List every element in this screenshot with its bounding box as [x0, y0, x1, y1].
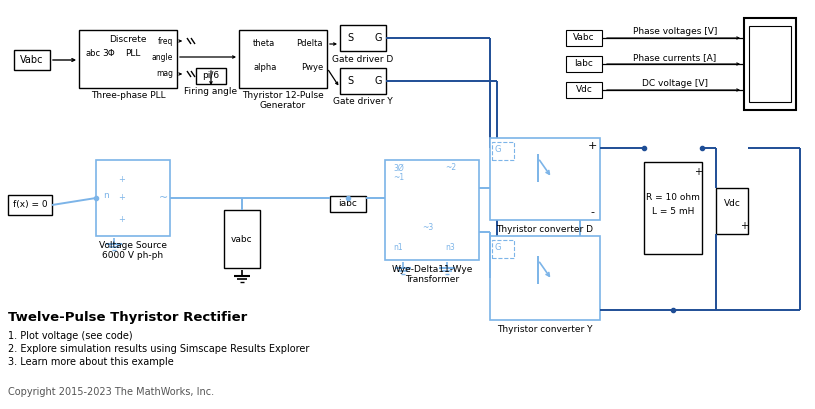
Bar — [566, 82, 602, 98]
Bar — [340, 25, 386, 51]
Text: f(x) = 0: f(x) = 0 — [13, 200, 47, 209]
Text: Wye-Delta11-Wye: Wye-Delta11-Wye — [391, 265, 473, 274]
Bar — [749, 26, 791, 102]
Text: abc: abc — [85, 49, 100, 58]
Bar — [644, 162, 702, 254]
Text: 3. Learn more about this example: 3. Learn more about this example — [8, 357, 174, 367]
Text: mag: mag — [156, 70, 173, 79]
Text: theta: theta — [253, 40, 275, 49]
Text: Thyristor 12-Pulse: Thyristor 12-Pulse — [242, 92, 324, 101]
Text: R = 10 ohm: R = 10 ohm — [646, 193, 700, 202]
Text: n1: n1 — [393, 243, 403, 252]
Text: ~1: ~1 — [393, 173, 404, 182]
Text: Gate driver Y: Gate driver Y — [333, 97, 393, 106]
Text: Copyright 2015-2023 The MathWorks, Inc.: Copyright 2015-2023 The MathWorks, Inc. — [8, 387, 214, 397]
Text: S: S — [347, 76, 353, 86]
Text: Gate driver D: Gate driver D — [333, 54, 394, 63]
Text: +: + — [694, 167, 702, 177]
Text: iabc: iabc — [338, 200, 358, 209]
Bar — [79, 30, 177, 88]
Text: G: G — [495, 146, 501, 155]
Text: freq: freq — [157, 36, 173, 45]
Bar — [224, 210, 260, 268]
Text: Transformer: Transformer — [405, 276, 459, 285]
Bar — [330, 196, 366, 212]
Text: 1. Plot voltage (see code): 1. Plot voltage (see code) — [8, 331, 133, 341]
Text: +: + — [740, 221, 748, 231]
Bar — [490, 138, 600, 220]
Text: +: + — [118, 214, 126, 223]
Bar — [8, 195, 52, 215]
Text: ~: ~ — [159, 193, 168, 203]
Text: +: + — [118, 175, 126, 184]
Bar — [96, 160, 170, 236]
Bar — [744, 18, 796, 110]
Text: Firing angle: Firing angle — [184, 88, 237, 97]
Bar — [196, 68, 226, 84]
Text: G: G — [374, 33, 381, 43]
Text: Vdc: Vdc — [724, 200, 741, 209]
Text: 3Φ: 3Φ — [103, 49, 116, 58]
Text: Voltage Source: Voltage Source — [99, 241, 167, 250]
Text: Iabc: Iabc — [575, 59, 593, 68]
Text: alpha: alpha — [253, 63, 276, 72]
Bar — [492, 240, 514, 258]
Text: Vdc: Vdc — [575, 85, 593, 94]
Text: vabc: vabc — [231, 234, 253, 243]
Text: -: - — [590, 207, 594, 217]
Text: DC voltage [V]: DC voltage [V] — [642, 79, 708, 88]
Text: Three-phase PLL: Three-phase PLL — [90, 92, 165, 101]
Text: Phase currents [A]: Phase currents [A] — [633, 54, 716, 63]
Text: Generator: Generator — [260, 101, 306, 110]
Bar — [340, 68, 386, 94]
Text: Thyristor converter D: Thyristor converter D — [496, 225, 593, 234]
Text: pi/6: pi/6 — [202, 72, 219, 81]
Text: Vabc: Vabc — [20, 55, 44, 65]
Text: S: S — [347, 33, 353, 43]
Text: PLL: PLL — [126, 49, 141, 58]
Text: 3Ø: 3Ø — [393, 164, 403, 173]
Text: Pwye: Pwye — [301, 63, 323, 72]
Text: 2. Explore simulation results using Simscape Results Explorer: 2. Explore simulation results using Sims… — [8, 344, 310, 354]
Text: G: G — [495, 243, 501, 252]
Bar — [566, 56, 602, 72]
Text: 6000 V ph-ph: 6000 V ph-ph — [103, 252, 164, 261]
Text: ~2: ~2 — [445, 164, 456, 173]
Bar — [14, 50, 50, 70]
Bar — [566, 30, 602, 46]
Text: Twelve-Pulse Thyristor Rectifier: Twelve-Pulse Thyristor Rectifier — [8, 312, 247, 324]
Text: Thyristor converter Y: Thyristor converter Y — [497, 326, 593, 335]
Text: Vabc: Vabc — [573, 34, 595, 43]
Bar — [490, 236, 600, 320]
Text: +: + — [588, 141, 597, 151]
Text: G: G — [374, 76, 381, 86]
Text: Pdelta: Pdelta — [297, 40, 323, 49]
Text: Discrete: Discrete — [109, 36, 147, 45]
Text: ~3: ~3 — [422, 223, 434, 232]
Bar — [239, 30, 327, 88]
Text: n3: n3 — [445, 243, 455, 252]
Bar — [716, 188, 748, 234]
Bar — [492, 142, 514, 160]
Text: n: n — [104, 191, 109, 200]
Text: Phase voltages [V]: Phase voltages [V] — [632, 27, 717, 36]
Text: +: + — [118, 193, 126, 202]
Text: angle: angle — [152, 52, 173, 61]
Text: L = 5 mH: L = 5 mH — [652, 207, 694, 216]
Bar — [385, 160, 479, 260]
